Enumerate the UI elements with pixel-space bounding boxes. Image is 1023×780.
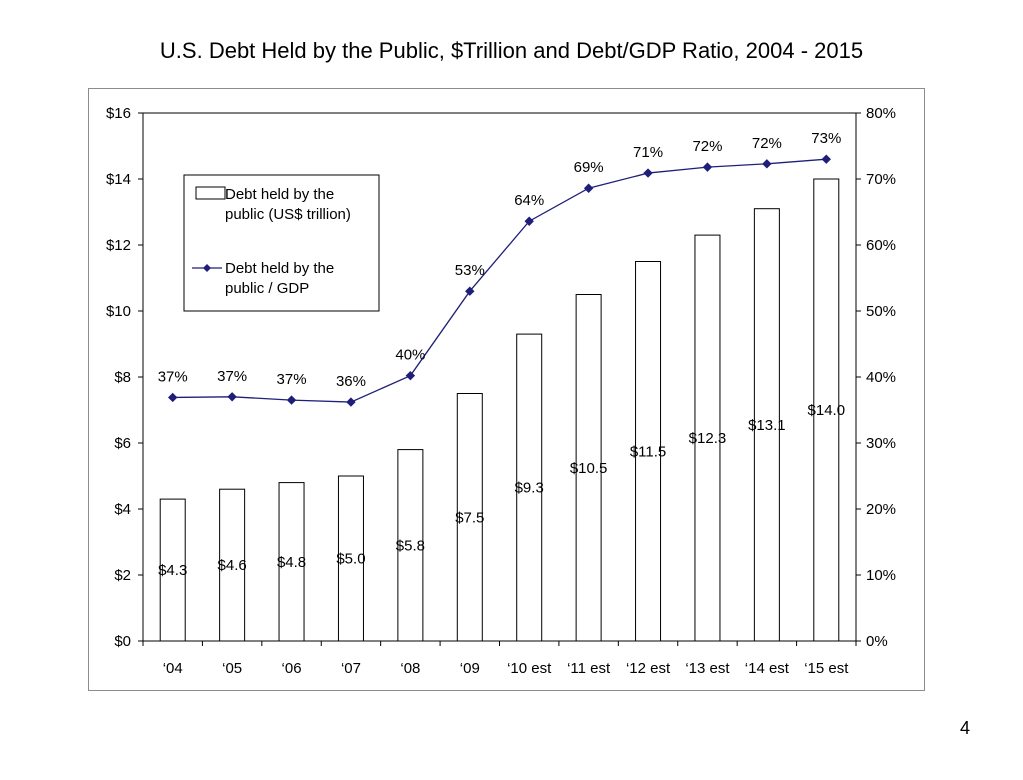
chart-area: $0 $2 $4 $6 $8 $10 $12 $14 $16 0% 10% 20% 30% 40% 50% 6… xyxy=(88,88,925,691)
line-marker xyxy=(643,168,653,178)
right-axis-tick-label: 50% xyxy=(866,303,896,320)
line-series xyxy=(168,154,831,407)
bar xyxy=(219,488,246,642)
bar xyxy=(159,498,186,642)
bar-data-label: $4.6 xyxy=(218,557,247,574)
bar-data-label: $10.5 xyxy=(570,460,608,477)
bar-data-label: $13.1 xyxy=(748,417,786,434)
x-axis-tick-label: ‘07 xyxy=(341,660,361,677)
right-axis-tick-label: 80% xyxy=(866,105,896,122)
ratio-line xyxy=(172,158,827,403)
axes: $0 $2 $4 $6 $8 $10 $12 $14 $16 0% 10% 20% 30% 40% 50% 6… xyxy=(106,105,896,677)
bar-series xyxy=(159,178,840,642)
bar-data-label: $9.3 xyxy=(515,480,544,497)
line-marker xyxy=(286,395,297,405)
left-axis-tick-label: $4 xyxy=(114,501,131,518)
line-data-label: 72% xyxy=(752,135,782,152)
line-marker xyxy=(405,370,416,381)
legend-bar-swatch xyxy=(195,186,226,200)
legend-label-line-line1: Debt held by the xyxy=(225,260,334,277)
bar xyxy=(337,475,364,642)
legend-line-marker xyxy=(203,264,211,272)
right-axis-tick-label: 40% xyxy=(866,369,896,386)
line-marker xyxy=(583,183,594,193)
bar xyxy=(635,261,662,642)
left-axis-tick-label: $0 xyxy=(114,633,131,650)
x-axis-tick-label: ‘06 xyxy=(282,660,302,677)
bar-data-label: $12.3 xyxy=(689,430,727,447)
bar-data-label: $14.0 xyxy=(808,402,846,419)
bar xyxy=(516,333,543,642)
right-axis-tick-label: 70% xyxy=(866,171,896,188)
x-axis-tick-label: ‘10 est xyxy=(507,660,552,677)
x-axis-tick-label: ‘15 est xyxy=(804,660,849,677)
legend-label-line-line2: public / GDP xyxy=(225,280,309,297)
line-marker xyxy=(762,159,772,169)
bar-data-label: $7.5 xyxy=(455,509,484,526)
line-data-label: 36% xyxy=(336,373,366,390)
x-axis-tick-label: ‘14 est xyxy=(745,660,790,677)
x-axis-tick-label: ‘12 est xyxy=(626,660,671,677)
bar xyxy=(278,482,305,642)
line-data-label: 53% xyxy=(455,262,485,279)
line-marker xyxy=(465,286,475,296)
right-axis-tick-label: 0% xyxy=(866,633,888,650)
slide-number: 4 xyxy=(959,718,970,738)
bar xyxy=(456,393,483,642)
bar xyxy=(813,178,840,642)
line-data-label: 64% xyxy=(514,192,544,209)
line-marker xyxy=(346,397,356,407)
bar-data-label: $4.3 xyxy=(158,562,187,579)
x-axis-tick-label: ‘13 est xyxy=(685,660,730,677)
line-data-labels: 37% 37% 37% 36% 40% 53% 64% 69% 71% 72% 72% 73% xyxy=(158,130,842,390)
bar-data-label: $5.0 xyxy=(336,551,365,568)
bar-data-label: $4.8 xyxy=(277,554,306,571)
bar xyxy=(694,234,721,642)
line-data-label: 69% xyxy=(574,159,604,176)
bar-data-label: $11.5 xyxy=(630,443,666,460)
legend: Debt held by the public (US$ trillion) Deb… xyxy=(183,174,380,312)
line-data-label: 72% xyxy=(692,138,722,155)
left-axis-tick-label: $6 xyxy=(114,435,131,452)
bar-data-labels: $4.3 $4.6 $4.8 $5.0 $5.8 $7.5 $9.3 $10.5 $11.5 $1… xyxy=(158,402,845,579)
x-axis-tick-label: ‘08 xyxy=(400,660,420,677)
debt-chart: $0 $2 $4 $6 $8 $10 $12 $14 $16 0% 10% 20% 30% 40% 50% 6… xyxy=(106,105,896,677)
line-data-label: 73% xyxy=(811,130,841,147)
line-marker xyxy=(168,392,178,403)
left-axis-tick-label: $16 xyxy=(106,105,131,122)
legend-label-bar-line1: Debt held by the xyxy=(225,186,334,203)
line-data-label: 37% xyxy=(277,371,307,388)
line-marker xyxy=(821,154,831,164)
right-axis-tick-label: 30% xyxy=(866,435,896,452)
legend-label-bar-line2: public (US$ trillion) xyxy=(225,206,351,223)
left-axis-tick-label: $10 xyxy=(106,303,131,320)
line-marker xyxy=(702,162,713,172)
bar xyxy=(753,208,780,642)
right-axis-tick-label: 10% xyxy=(866,567,896,584)
left-axis-tick-label: $8 xyxy=(114,369,131,386)
slide-title: U.S. Debt Held by the Public, $Trillion … xyxy=(159,38,864,63)
x-axis-tick-label: ‘11 est xyxy=(567,660,611,677)
left-axis-tick-label: $2 xyxy=(114,567,131,584)
right-axis-tick-label: 20% xyxy=(866,501,896,518)
line-data-label: 37% xyxy=(158,368,188,385)
line-data-label: 71% xyxy=(633,144,663,161)
left-axis-tick-label: $14 xyxy=(106,171,131,188)
x-axis-tick-label: ‘05 xyxy=(222,660,242,677)
left-axis-tick-label: $12 xyxy=(106,237,131,254)
right-axis-tick-label: 60% xyxy=(866,237,896,254)
bar-data-label: $5.8 xyxy=(396,537,425,554)
x-axis-tick-label: ‘04 xyxy=(163,660,183,677)
line-data-label: 40% xyxy=(395,347,425,364)
line-marker xyxy=(227,392,237,402)
bar xyxy=(397,449,424,642)
bar xyxy=(575,294,602,642)
line-data-label: 37% xyxy=(217,368,247,385)
line-marker xyxy=(524,216,534,226)
x-axis-tick-label: ‘09 xyxy=(460,660,480,677)
